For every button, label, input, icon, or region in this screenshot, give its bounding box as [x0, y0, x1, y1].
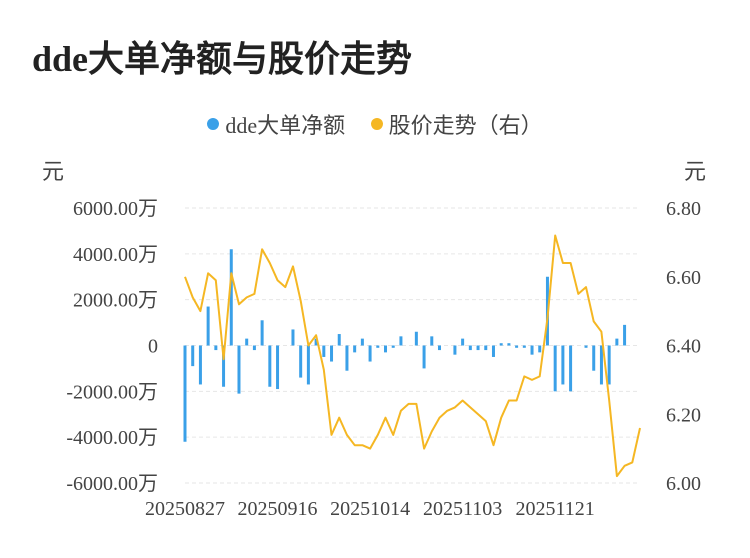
legend-dot-dde-icon [207, 118, 220, 130]
price-line [184, 234, 641, 478]
dde-bar [299, 345, 303, 378]
chart-title: dde大单净额与股价走势 [32, 39, 413, 79]
dde-bar [522, 345, 526, 348]
x-tick-label: 20251121 [516, 498, 595, 520]
dde-bar [399, 336, 403, 346]
legend-label-dde: dde大单净额 [225, 113, 346, 138]
y-tick-label: 6000.00万 [73, 198, 158, 220]
y2-tick-label: 6.80 [666, 198, 701, 220]
dde-bar [376, 345, 380, 348]
y-tick-label: -4000.00万 [66, 427, 158, 449]
dde-bar [461, 338, 465, 346]
chart-legend: dde大单净额 股价走势（右） [0, 108, 750, 140]
dde-bar [437, 345, 441, 351]
dde-bar [384, 345, 388, 353]
dde-bar [245, 338, 249, 346]
x-tick-label: 20251103 [423, 498, 502, 520]
legend-label-price: 股价走势（右） [388, 113, 543, 138]
dde-bar [291, 329, 295, 346]
dde-bar [491, 345, 495, 357]
dde-bar [214, 345, 218, 351]
dde-bar [368, 345, 372, 362]
dde-bar [430, 336, 434, 346]
dde-bar [276, 345, 280, 390]
dde-bar [237, 345, 241, 394]
x-tick-label: 20250827 [145, 498, 225, 520]
legend-item-dde[interactable]: dde大单净额 [207, 108, 345, 140]
dde-bar [345, 345, 349, 371]
dde-bar [530, 345, 534, 355]
dde-bar [607, 345, 611, 385]
dde-bar [592, 345, 596, 371]
dde-bar [314, 338, 318, 346]
dde-bar [330, 345, 334, 362]
dde-bar [476, 345, 480, 351]
dde-bar [599, 345, 603, 385]
dde-bar [222, 345, 226, 387]
dde-bar [623, 324, 627, 346]
dde-bar [252, 345, 256, 351]
dde-bar [260, 320, 264, 346]
right-axis-unit: 元 [684, 159, 707, 184]
dde-bar [584, 345, 588, 348]
legend-dot-price-icon [370, 118, 383, 130]
dde-bar [615, 338, 619, 346]
dde-bar [538, 345, 542, 353]
y-tick-label: -6000.00万 [66, 473, 158, 495]
dde-bar [422, 345, 426, 369]
y2-tick-label: 6.40 [666, 336, 701, 358]
y-tick-label: -2000.00万 [66, 381, 158, 403]
dde-bar [414, 331, 418, 346]
x-tick-label: 20251014 [330, 498, 410, 520]
dde-bar [306, 345, 310, 385]
left-axis-unit: 元 [42, 159, 65, 184]
dde-bar [561, 345, 565, 385]
y-tick-label: 4000.00万 [73, 244, 158, 266]
dde-bar [206, 306, 210, 346]
dde-bar [268, 345, 272, 387]
dde-bar [191, 345, 195, 367]
y2-tick-label: 6.20 [666, 404, 701, 426]
dde-bar [569, 345, 573, 392]
dde-bar [453, 345, 457, 355]
dde-bar [553, 345, 557, 392]
dde-bar [507, 343, 511, 346]
dde-bar [183, 345, 187, 442]
dde-bar [322, 345, 326, 357]
y-tick-label: 0 [148, 336, 158, 358]
dde-bar [484, 345, 488, 351]
dde-bar [360, 338, 364, 346]
dde-bar [391, 345, 395, 348]
dde-bar [353, 345, 357, 353]
dde-bar [499, 343, 503, 346]
dde-bar [337, 334, 341, 346]
y2-tick-label: 6.60 [666, 267, 701, 289]
x-tick-label: 20250916 [238, 498, 318, 520]
dde-bar [229, 249, 233, 346]
y2-tick-label: 6.00 [666, 473, 701, 495]
y-tick-label: 2000.00万 [73, 290, 158, 312]
legend-item-price[interactable]: 股价走势（右） [370, 108, 543, 140]
dde-bar [198, 345, 202, 385]
dde-bar [515, 345, 519, 348]
dde-bar [468, 345, 472, 351]
